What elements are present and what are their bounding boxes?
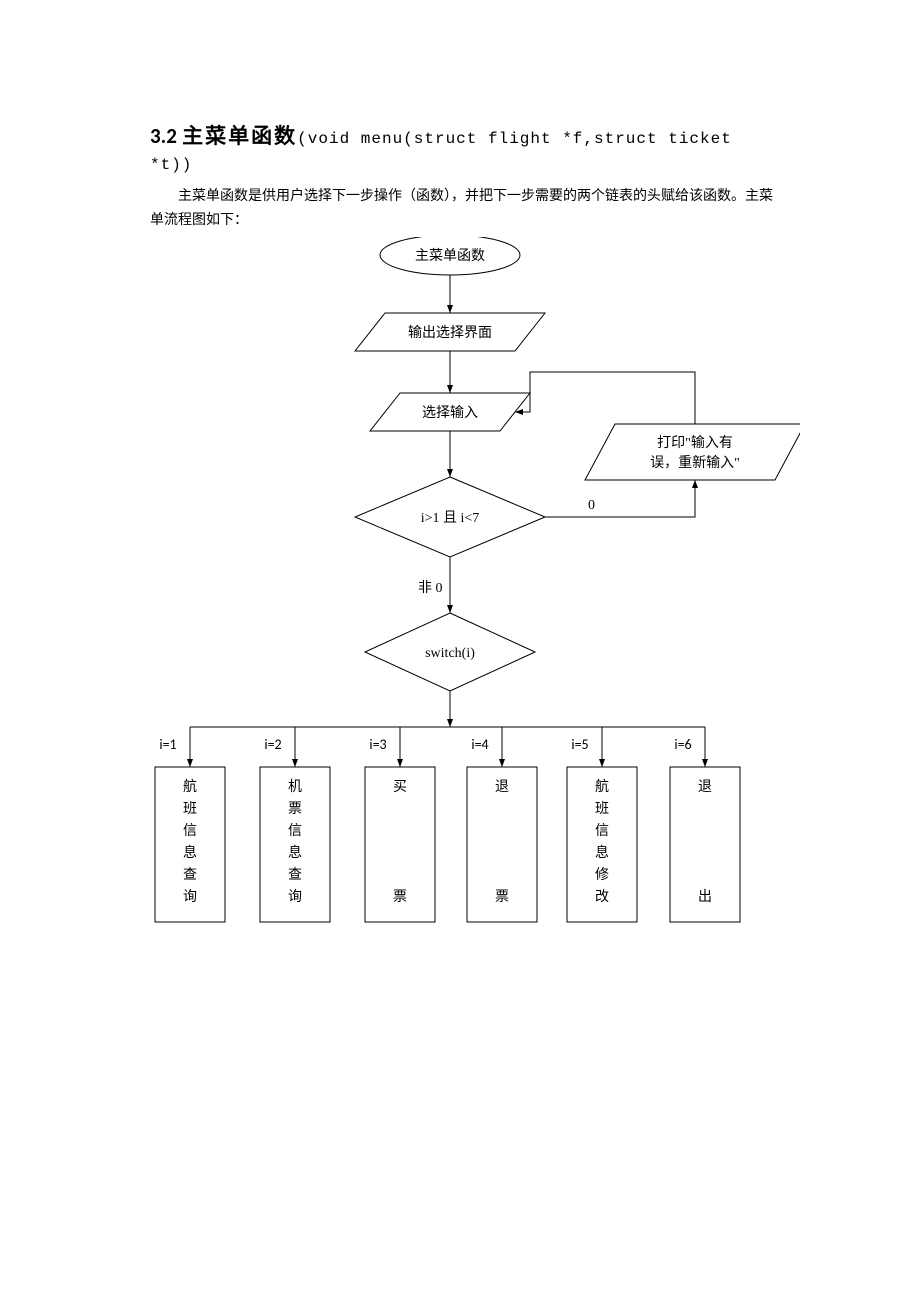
svg-text:查: 查 [288, 867, 302, 883]
svg-text:班: 班 [595, 801, 609, 817]
intro-paragraph: 主菜单函数是供用户选择下一步操作（函数），并把下一步需要的两个链表的头赋给该函数… [150, 185, 780, 233]
svg-text:主菜单函数: 主菜单函数 [415, 248, 485, 264]
svg-text:i=2: i=2 [264, 736, 281, 753]
svg-text:误，重新输入": 误，重新输入" [650, 455, 740, 471]
svg-text:票: 票 [393, 890, 407, 905]
svg-text:修: 修 [595, 867, 609, 883]
svg-text:输出选择界面: 输出选择界面 [408, 325, 492, 341]
svg-text:航: 航 [183, 779, 197, 795]
svg-text:i=6: i=6 [674, 736, 691, 753]
svg-text:i=3: i=3 [369, 736, 386, 753]
svg-text:询: 询 [183, 889, 197, 905]
svg-text:非 0: 非 0 [418, 580, 443, 596]
svg-text:i=1: i=1 [159, 736, 176, 753]
svg-text:改: 改 [595, 889, 609, 905]
svg-text:信: 信 [288, 823, 302, 839]
svg-text:机: 机 [288, 779, 302, 795]
svg-text:退: 退 [698, 779, 712, 795]
svg-text:息: 息 [595, 844, 609, 861]
svg-text:信: 信 [595, 823, 609, 839]
svg-text:退: 退 [495, 779, 509, 795]
svg-text:息: 息 [183, 844, 197, 861]
svg-text:i=5: i=5 [571, 736, 588, 753]
svg-text:出: 出 [698, 889, 712, 905]
svg-text:航: 航 [595, 779, 609, 795]
svg-text:息: 息 [288, 844, 302, 861]
svg-text:i>1 且 i<7: i>1 且 i<7 [421, 511, 480, 526]
svg-text:询: 询 [288, 889, 302, 905]
svg-text:选择输入: 选择输入 [422, 405, 478, 421]
heading-title: 主菜单函数 [182, 124, 297, 148]
heading-number: 3.2 [150, 123, 177, 149]
svg-text:i=4: i=4 [471, 736, 488, 753]
svg-text:0: 0 [588, 498, 595, 513]
svg-text:买: 买 [393, 779, 407, 795]
svg-text:查: 查 [183, 867, 197, 883]
svg-text:打印"输入有: 打印"输入有 [657, 434, 733, 451]
flowchart: 主菜单函数输出选择界面选择输入 i>1 且 i<7 打印"输入有误，重新输入" swi… [140, 237, 780, 947]
svg-text:票: 票 [288, 802, 302, 817]
svg-text:票: 票 [495, 890, 509, 905]
svg-text:switch(i): switch(i) [425, 646, 475, 661]
section-heading: 3.2 主菜单函数(void menu(struct flight *f,str… [150, 120, 780, 175]
svg-text:信: 信 [183, 823, 197, 839]
svg-text:班: 班 [183, 801, 197, 817]
